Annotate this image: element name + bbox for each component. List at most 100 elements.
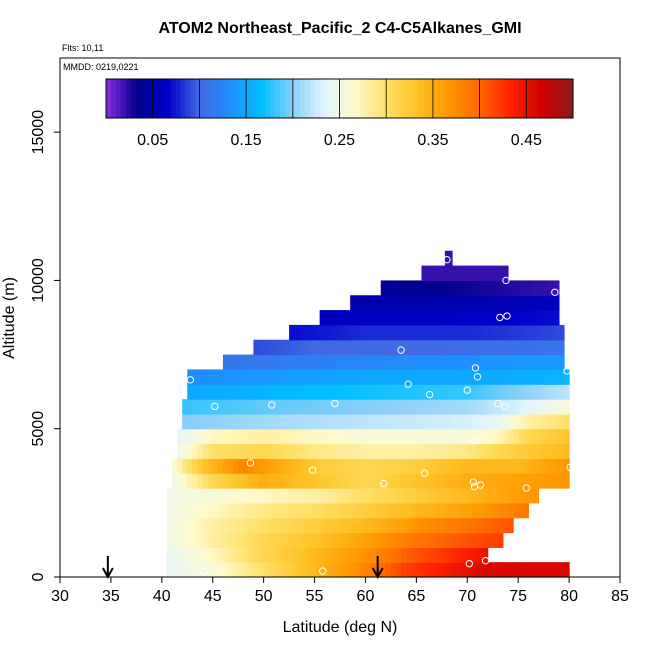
heatmap-cell <box>314 384 321 400</box>
observation-point <box>476 481 485 489</box>
heatmap-cell <box>233 428 239 445</box>
heatmap-cell <box>345 473 351 489</box>
heatmap-cell <box>329 310 336 326</box>
heatmap-cell <box>452 532 458 548</box>
heatmap-cell <box>166 488 173 504</box>
heatmap-cell <box>375 473 382 489</box>
heatmap-cell <box>309 488 316 504</box>
heatmap-cell <box>365 399 372 415</box>
heatmap-cell <box>187 458 193 474</box>
heatmap-cell <box>278 399 285 415</box>
heatmap-cell <box>452 369 458 385</box>
heatmap-cell <box>192 384 199 400</box>
colorbar-swatch <box>314 79 321 118</box>
heatmap-cell <box>457 324 463 341</box>
heatmap-cell <box>472 265 479 282</box>
heatmap-cell <box>207 532 214 548</box>
heatmap-cell <box>523 280 529 296</box>
colorbar-swatch <box>513 79 519 118</box>
observation-point <box>331 399 339 408</box>
heatmap-cell <box>202 502 209 519</box>
heatmap-cell <box>462 354 468 370</box>
heatmap-cell <box>390 324 397 341</box>
heatmap-cell <box>426 488 433 504</box>
colorbar-swatch <box>269 79 276 118</box>
heatmap-cell <box>462 458 468 474</box>
heatmap-cell <box>324 547 331 563</box>
heatmap-cell <box>406 502 412 519</box>
heatmap-cell <box>268 562 275 578</box>
heatmap-cell <box>508 562 514 578</box>
heatmap-cell <box>273 473 280 489</box>
observation-point <box>563 367 571 375</box>
heatmap-cell <box>375 339 382 356</box>
heatmap-cell <box>457 458 463 474</box>
colorbar-swatch <box>344 79 350 118</box>
heatmap-cell <box>538 562 545 578</box>
heatmap-cell <box>345 384 351 400</box>
heatmap-cell <box>457 384 463 400</box>
heatmap-cell <box>416 562 423 578</box>
heatmap-cell <box>508 488 514 504</box>
heatmap-cell <box>304 354 311 370</box>
heatmap-cell <box>273 562 280 578</box>
heatmap-cell <box>487 458 494 474</box>
heatmap-cell <box>396 310 402 326</box>
heatmap-cell <box>385 502 392 519</box>
heatmap-cell <box>436 517 443 534</box>
heatmap-cell <box>528 295 535 311</box>
colorbar-tick-label: 0.45 <box>511 132 542 149</box>
heatmap-cell <box>238 488 244 504</box>
heatmap-cell <box>299 413 305 430</box>
heatmap-cell <box>380 295 387 311</box>
heatmap-cell <box>334 339 341 356</box>
heatmap-cell <box>492 532 499 548</box>
colorbar-swatch <box>498 79 504 118</box>
heatmap-cell <box>314 339 321 356</box>
heatmap-cell <box>513 502 519 519</box>
heatmap-cell <box>375 413 382 430</box>
heatmap-cell <box>233 443 239 459</box>
heatmap-cell <box>446 399 453 415</box>
heatmap-cell <box>553 428 560 445</box>
heatmap-cell <box>508 443 514 459</box>
heatmap-cell <box>289 458 295 474</box>
heatmap-cell <box>411 517 417 534</box>
heatmap-cell <box>273 532 280 548</box>
heatmap-cell <box>553 280 560 296</box>
heatmap-cell <box>380 517 387 534</box>
heatmap-cell <box>233 369 239 385</box>
heatmap-cell <box>558 339 565 356</box>
heatmap-cell <box>212 473 219 489</box>
heatmap-cell <box>268 488 275 504</box>
heatmap-cell <box>523 310 529 326</box>
heatmap-cell <box>197 399 204 415</box>
x-tick-label: 70 <box>458 588 476 605</box>
heatmap-cell <box>487 488 494 504</box>
heatmap-cell <box>182 502 188 519</box>
heatmap-cell <box>350 443 356 459</box>
heatmap-cell <box>406 473 412 489</box>
heatmap-cell <box>202 384 209 400</box>
heatmap-cell <box>228 547 234 563</box>
heatmap-cell <box>314 428 321 445</box>
heatmap-cell <box>187 502 193 519</box>
heatmap-cell <box>329 562 336 578</box>
heatmap-cell <box>477 324 484 341</box>
observation-point <box>481 556 490 565</box>
heatmap-cell <box>487 339 494 356</box>
heatmap-cell <box>446 562 453 578</box>
heatmap-cell <box>523 473 529 489</box>
heatmap-cell <box>212 532 219 548</box>
heatmap-cell <box>258 488 265 504</box>
heatmap-cell <box>462 562 468 578</box>
dates-label: MMDD: 0219,0221 <box>63 62 139 72</box>
heatmap-cell <box>462 428 468 445</box>
heatmap-cell <box>518 324 524 341</box>
heatmap-cell <box>222 547 229 563</box>
heatmap-cell <box>294 517 300 534</box>
heatmap-cell <box>309 532 316 548</box>
heatmap-cell <box>207 502 214 519</box>
heatmap-cell <box>182 547 188 563</box>
heatmap-cell <box>497 369 504 385</box>
